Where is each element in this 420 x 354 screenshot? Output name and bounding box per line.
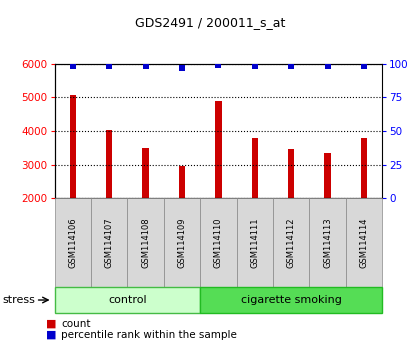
Bar xyxy=(179,166,185,198)
Bar xyxy=(361,138,367,198)
Text: GSM114113: GSM114113 xyxy=(323,217,332,268)
Text: percentile rank within the sample: percentile rank within the sample xyxy=(61,330,237,339)
Text: control: control xyxy=(108,295,147,305)
Bar xyxy=(252,138,258,198)
Text: GSM114106: GSM114106 xyxy=(68,217,77,268)
Text: GSM114112: GSM114112 xyxy=(287,217,296,268)
Text: GSM114111: GSM114111 xyxy=(250,217,259,268)
Text: GSM114108: GSM114108 xyxy=(141,217,150,268)
Text: ■: ■ xyxy=(46,330,57,339)
Bar xyxy=(215,101,222,198)
Text: ■: ■ xyxy=(46,319,57,329)
Bar xyxy=(324,153,331,198)
Text: GSM114109: GSM114109 xyxy=(178,217,186,268)
Bar xyxy=(70,95,76,198)
Text: GSM114107: GSM114107 xyxy=(105,217,114,268)
Text: GSM114110: GSM114110 xyxy=(214,217,223,268)
Text: GDS2491 / 200011_s_at: GDS2491 / 200011_s_at xyxy=(135,16,285,29)
Text: cigarette smoking: cigarette smoking xyxy=(241,295,341,305)
Text: GSM114114: GSM114114 xyxy=(360,217,368,268)
Bar xyxy=(106,130,113,198)
Bar xyxy=(142,148,149,198)
Bar xyxy=(288,149,294,198)
Text: count: count xyxy=(61,319,90,329)
Text: stress: stress xyxy=(2,295,35,305)
